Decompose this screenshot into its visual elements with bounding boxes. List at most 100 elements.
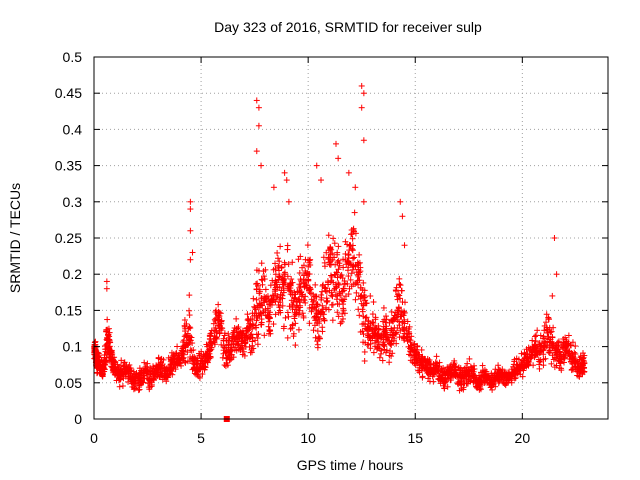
data-point [108, 348, 115, 355]
data-point [430, 378, 437, 385]
data-point [335, 280, 342, 287]
data-point [396, 334, 403, 341]
data-point [356, 277, 363, 284]
data-point [202, 352, 209, 359]
data-point [117, 373, 124, 380]
data-point [339, 315, 346, 322]
data-point [116, 383, 123, 390]
data-point [264, 293, 271, 300]
data-point [570, 358, 577, 365]
data-point [260, 273, 267, 280]
data-point [226, 357, 233, 364]
y-tick-label: 0.05 [55, 375, 82, 391]
data-point [109, 349, 116, 356]
x-axis-ticks: 0 5 10 15 20 [90, 57, 530, 446]
data-point [383, 323, 390, 330]
y-tick-label: 0.45 [55, 85, 82, 101]
data-point [258, 260, 265, 267]
data-point [180, 351, 187, 358]
data-point [418, 361, 425, 368]
data-point [327, 258, 334, 265]
data-point [245, 315, 252, 322]
data-point [256, 286, 263, 293]
data-point [186, 292, 193, 299]
data-point [300, 262, 307, 269]
data-point [186, 307, 193, 314]
data-point [549, 292, 556, 299]
data-point [400, 309, 407, 316]
data-point [389, 350, 396, 357]
data-point [261, 299, 268, 306]
data-point [273, 279, 280, 286]
data-point [541, 327, 548, 334]
data-point [521, 363, 528, 370]
data-point [361, 357, 368, 364]
x-tick-label: 5 [197, 430, 205, 446]
data-point [266, 315, 273, 322]
data-point [396, 318, 403, 325]
data-point [335, 155, 342, 162]
data-point [331, 286, 338, 293]
data-point [159, 361, 166, 368]
data-point [156, 373, 163, 380]
data-point [254, 280, 261, 287]
data-point [320, 281, 327, 288]
data-point [261, 332, 268, 339]
data-point [272, 298, 279, 305]
data-point [557, 360, 564, 367]
data-point [338, 271, 345, 278]
y-tick-label: 0.3 [63, 194, 83, 210]
data-point [190, 346, 197, 353]
data-point [217, 310, 224, 317]
data-point [444, 383, 451, 390]
data-point [342, 238, 349, 245]
data-point [340, 285, 347, 292]
data-point [262, 266, 269, 273]
data-point [126, 370, 133, 377]
data-point [215, 301, 222, 308]
data-point [334, 269, 341, 276]
data-point [345, 169, 352, 176]
data-point [352, 184, 359, 191]
data-point [242, 339, 249, 346]
data-point [511, 375, 518, 382]
data-point [95, 350, 102, 357]
data-point [298, 288, 305, 295]
data-point [198, 348, 205, 355]
data-point [553, 271, 560, 278]
data-point [416, 364, 423, 371]
data-point [378, 347, 385, 354]
data-point [305, 276, 312, 283]
data-point [125, 366, 132, 373]
data-point [255, 122, 262, 129]
data-point [300, 313, 307, 320]
data-point [216, 322, 223, 329]
data-point [352, 281, 359, 288]
data-point [212, 334, 219, 341]
data-point [365, 318, 372, 325]
data-point [503, 379, 510, 386]
data-point [236, 330, 243, 337]
data-point [259, 281, 266, 288]
data-point [99, 370, 106, 377]
data-point [318, 177, 325, 184]
data-point [558, 356, 565, 363]
data-point [254, 314, 261, 321]
x-axis-label: GPS time / hours [297, 457, 404, 473]
data-point [106, 329, 113, 336]
data-point [280, 271, 287, 278]
data-point [397, 295, 404, 302]
data-point [329, 317, 336, 324]
data-point [348, 227, 355, 234]
data-point [444, 364, 451, 371]
data-point [187, 198, 194, 205]
data-point [399, 319, 406, 326]
data-point [467, 378, 474, 385]
data-point [335, 243, 342, 250]
data-point [246, 320, 253, 327]
data-point [556, 348, 563, 355]
data-point [306, 271, 313, 278]
data-point [376, 354, 383, 361]
data-point [181, 342, 188, 349]
data-point [558, 367, 565, 374]
